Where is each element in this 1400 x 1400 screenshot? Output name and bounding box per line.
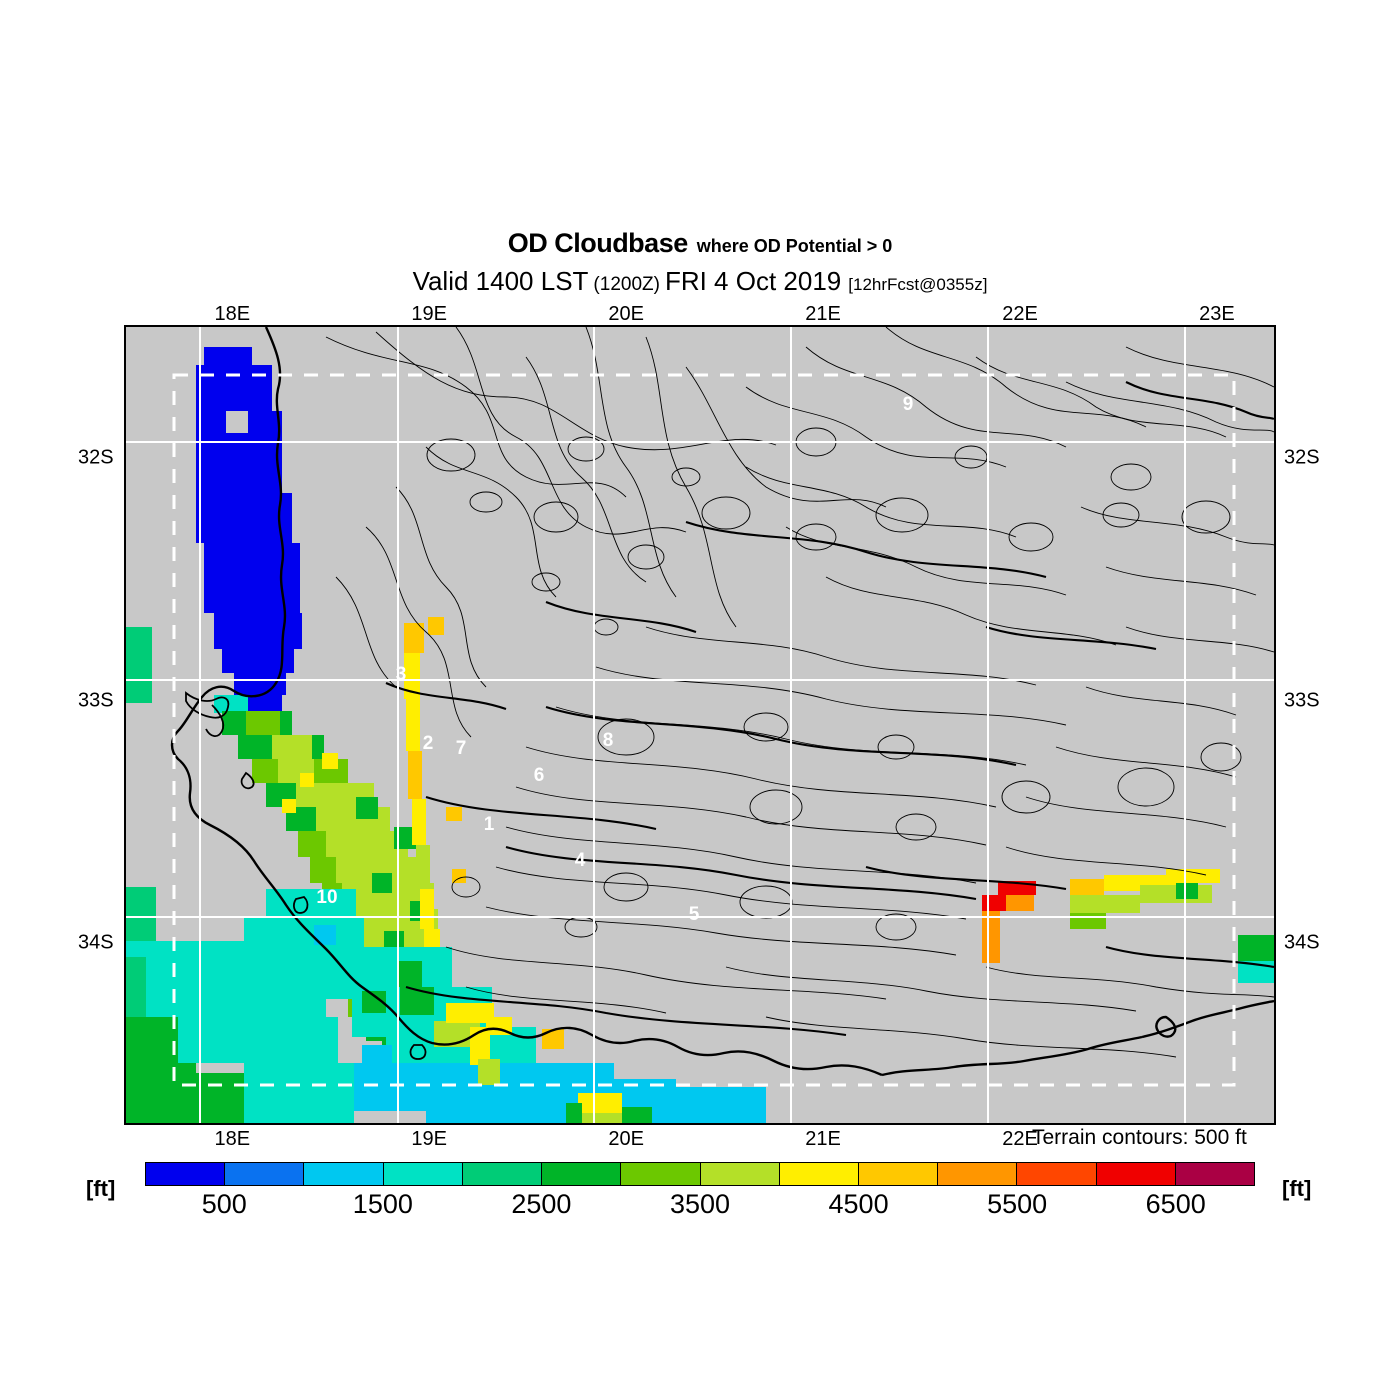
colorbar-unit-left: [ft] bbox=[86, 1176, 116, 1201]
site-marker-5: 5 bbox=[689, 904, 700, 925]
colorbar-tick-3500: 3500 bbox=[669, 1189, 731, 1219]
colorbar-segment-6 bbox=[620, 1163, 700, 1185]
map-gridlines bbox=[126, 327, 1274, 1123]
site-marker-6: 6 bbox=[534, 765, 545, 786]
title-condition: where OD Potential > 0 bbox=[696, 236, 893, 256]
lat-label-left-34S: 34S bbox=[78, 931, 114, 954]
colorbar-tick-5500: 5500 bbox=[987, 1189, 1048, 1219]
lon-label-bottom-19E: 19E bbox=[411, 1128, 448, 1150]
colorbar-segment-12 bbox=[1095, 1163, 1175, 1185]
lat-label-right-33S: 33S bbox=[1284, 689, 1320, 712]
chart-title-block: OD Cloudbase where OD Potential > 0 Valid… bbox=[0, 228, 1400, 307]
lon-label-bottom-22E: 22E bbox=[1002, 1128, 1038, 1150]
lon-label-top-19E: 19E bbox=[411, 303, 448, 325]
valid-date: FRI 4 Oct 2019 bbox=[664, 266, 842, 296]
site-marker-1: 1 bbox=[484, 814, 495, 835]
forecast-stamp: [12hrFcst@0355z] bbox=[848, 275, 988, 294]
colorbar-segment-5 bbox=[541, 1163, 621, 1185]
lon-label-bottom-18E: 18E bbox=[214, 1128, 251, 1150]
title-line-primary: OD Cloudbase where OD Potential > 0 bbox=[0, 228, 1400, 267]
site-marker-3: 3 bbox=[396, 664, 407, 685]
colorbar-segment-3 bbox=[382, 1163, 462, 1185]
page-title: OD Cloudbase bbox=[507, 228, 689, 258]
site-marker-8: 8 bbox=[603, 730, 614, 751]
colorbar-segment-11 bbox=[1016, 1163, 1096, 1185]
colorbar[interactable] bbox=[145, 1162, 1255, 1186]
colorbar-segment-0 bbox=[146, 1163, 225, 1185]
colorbar-segment-13 bbox=[1174, 1163, 1255, 1185]
site-marker-2: 2 bbox=[423, 733, 434, 754]
title-line-secondary: Valid 1400 LST (1200Z) FRI 4 Oct 2019 [12hr… bbox=[0, 265, 1400, 307]
colorbar-segment-9 bbox=[857, 1163, 938, 1185]
colorbar-tick-labels: 500 1500 2500 3500 4500 5500 6500 bbox=[145, 1189, 1255, 1223]
lat-label-left-32S: 32S bbox=[78, 446, 114, 469]
site-marker-10: 10 bbox=[316, 887, 337, 908]
lon-label-bottom-20E: 20E bbox=[608, 1128, 644, 1150]
colorbar-segment-2 bbox=[303, 1163, 383, 1185]
colorbar-segment-7 bbox=[699, 1163, 779, 1185]
lon-label-top-21E: 21E bbox=[805, 303, 841, 325]
colorbar-segment-1 bbox=[224, 1163, 304, 1185]
lon-label-bottom-21E: 21E bbox=[805, 1128, 841, 1150]
map-canvas: 9 3 2 8 6 7 1 4 5 10 bbox=[126, 327, 1274, 1123]
coastline-layer bbox=[170, 327, 1274, 1077]
colorbar-tick-2500: 2500 bbox=[511, 1189, 572, 1219]
lon-label-top-18E: 18E bbox=[214, 303, 251, 325]
lat-label-right-32S: 32S bbox=[1284, 446, 1320, 469]
valid-time-label: Valid 1400 LST bbox=[412, 266, 589, 296]
colorbar-tick-1500: 1500 bbox=[352, 1189, 413, 1219]
site-marker-9: 9 bbox=[903, 394, 914, 415]
colorbar-segment-8 bbox=[778, 1163, 858, 1185]
lon-label-top-20E: 20E bbox=[608, 303, 644, 325]
colorbar-segment-4 bbox=[461, 1163, 542, 1185]
valid-time-utc: (1200Z) bbox=[593, 274, 660, 295]
lon-label-top-23E: 23E bbox=[1199, 303, 1235, 325]
lat-label-right-34S: 34S bbox=[1284, 931, 1320, 954]
site-marker-7: 7 bbox=[456, 738, 467, 759]
lat-label-left-33S: 33S bbox=[78, 689, 114, 712]
lon-label-top-22E: 22E bbox=[1002, 303, 1038, 325]
site-marker-layer: 9 3 2 8 6 7 1 4 5 10 bbox=[316, 394, 914, 925]
colorbar-tick-4500: 4500 bbox=[828, 1189, 889, 1219]
terrain-contour-note: Terrain contours: 500 ft bbox=[1032, 1126, 1247, 1149]
colorbar-tick-6500: 6500 bbox=[1145, 1189, 1206, 1219]
colorbar-unit-right: [ft] bbox=[1282, 1176, 1312, 1201]
colorbar-segment-10 bbox=[937, 1163, 1017, 1185]
terrain-contour-layer bbox=[325, 327, 1274, 1058]
site-marker-4: 4 bbox=[575, 850, 586, 871]
colorbar-tick-500: 500 bbox=[201, 1189, 247, 1219]
map-plot-area[interactable]: 9 3 2 8 6 7 1 4 5 10 bbox=[124, 325, 1276, 1125]
